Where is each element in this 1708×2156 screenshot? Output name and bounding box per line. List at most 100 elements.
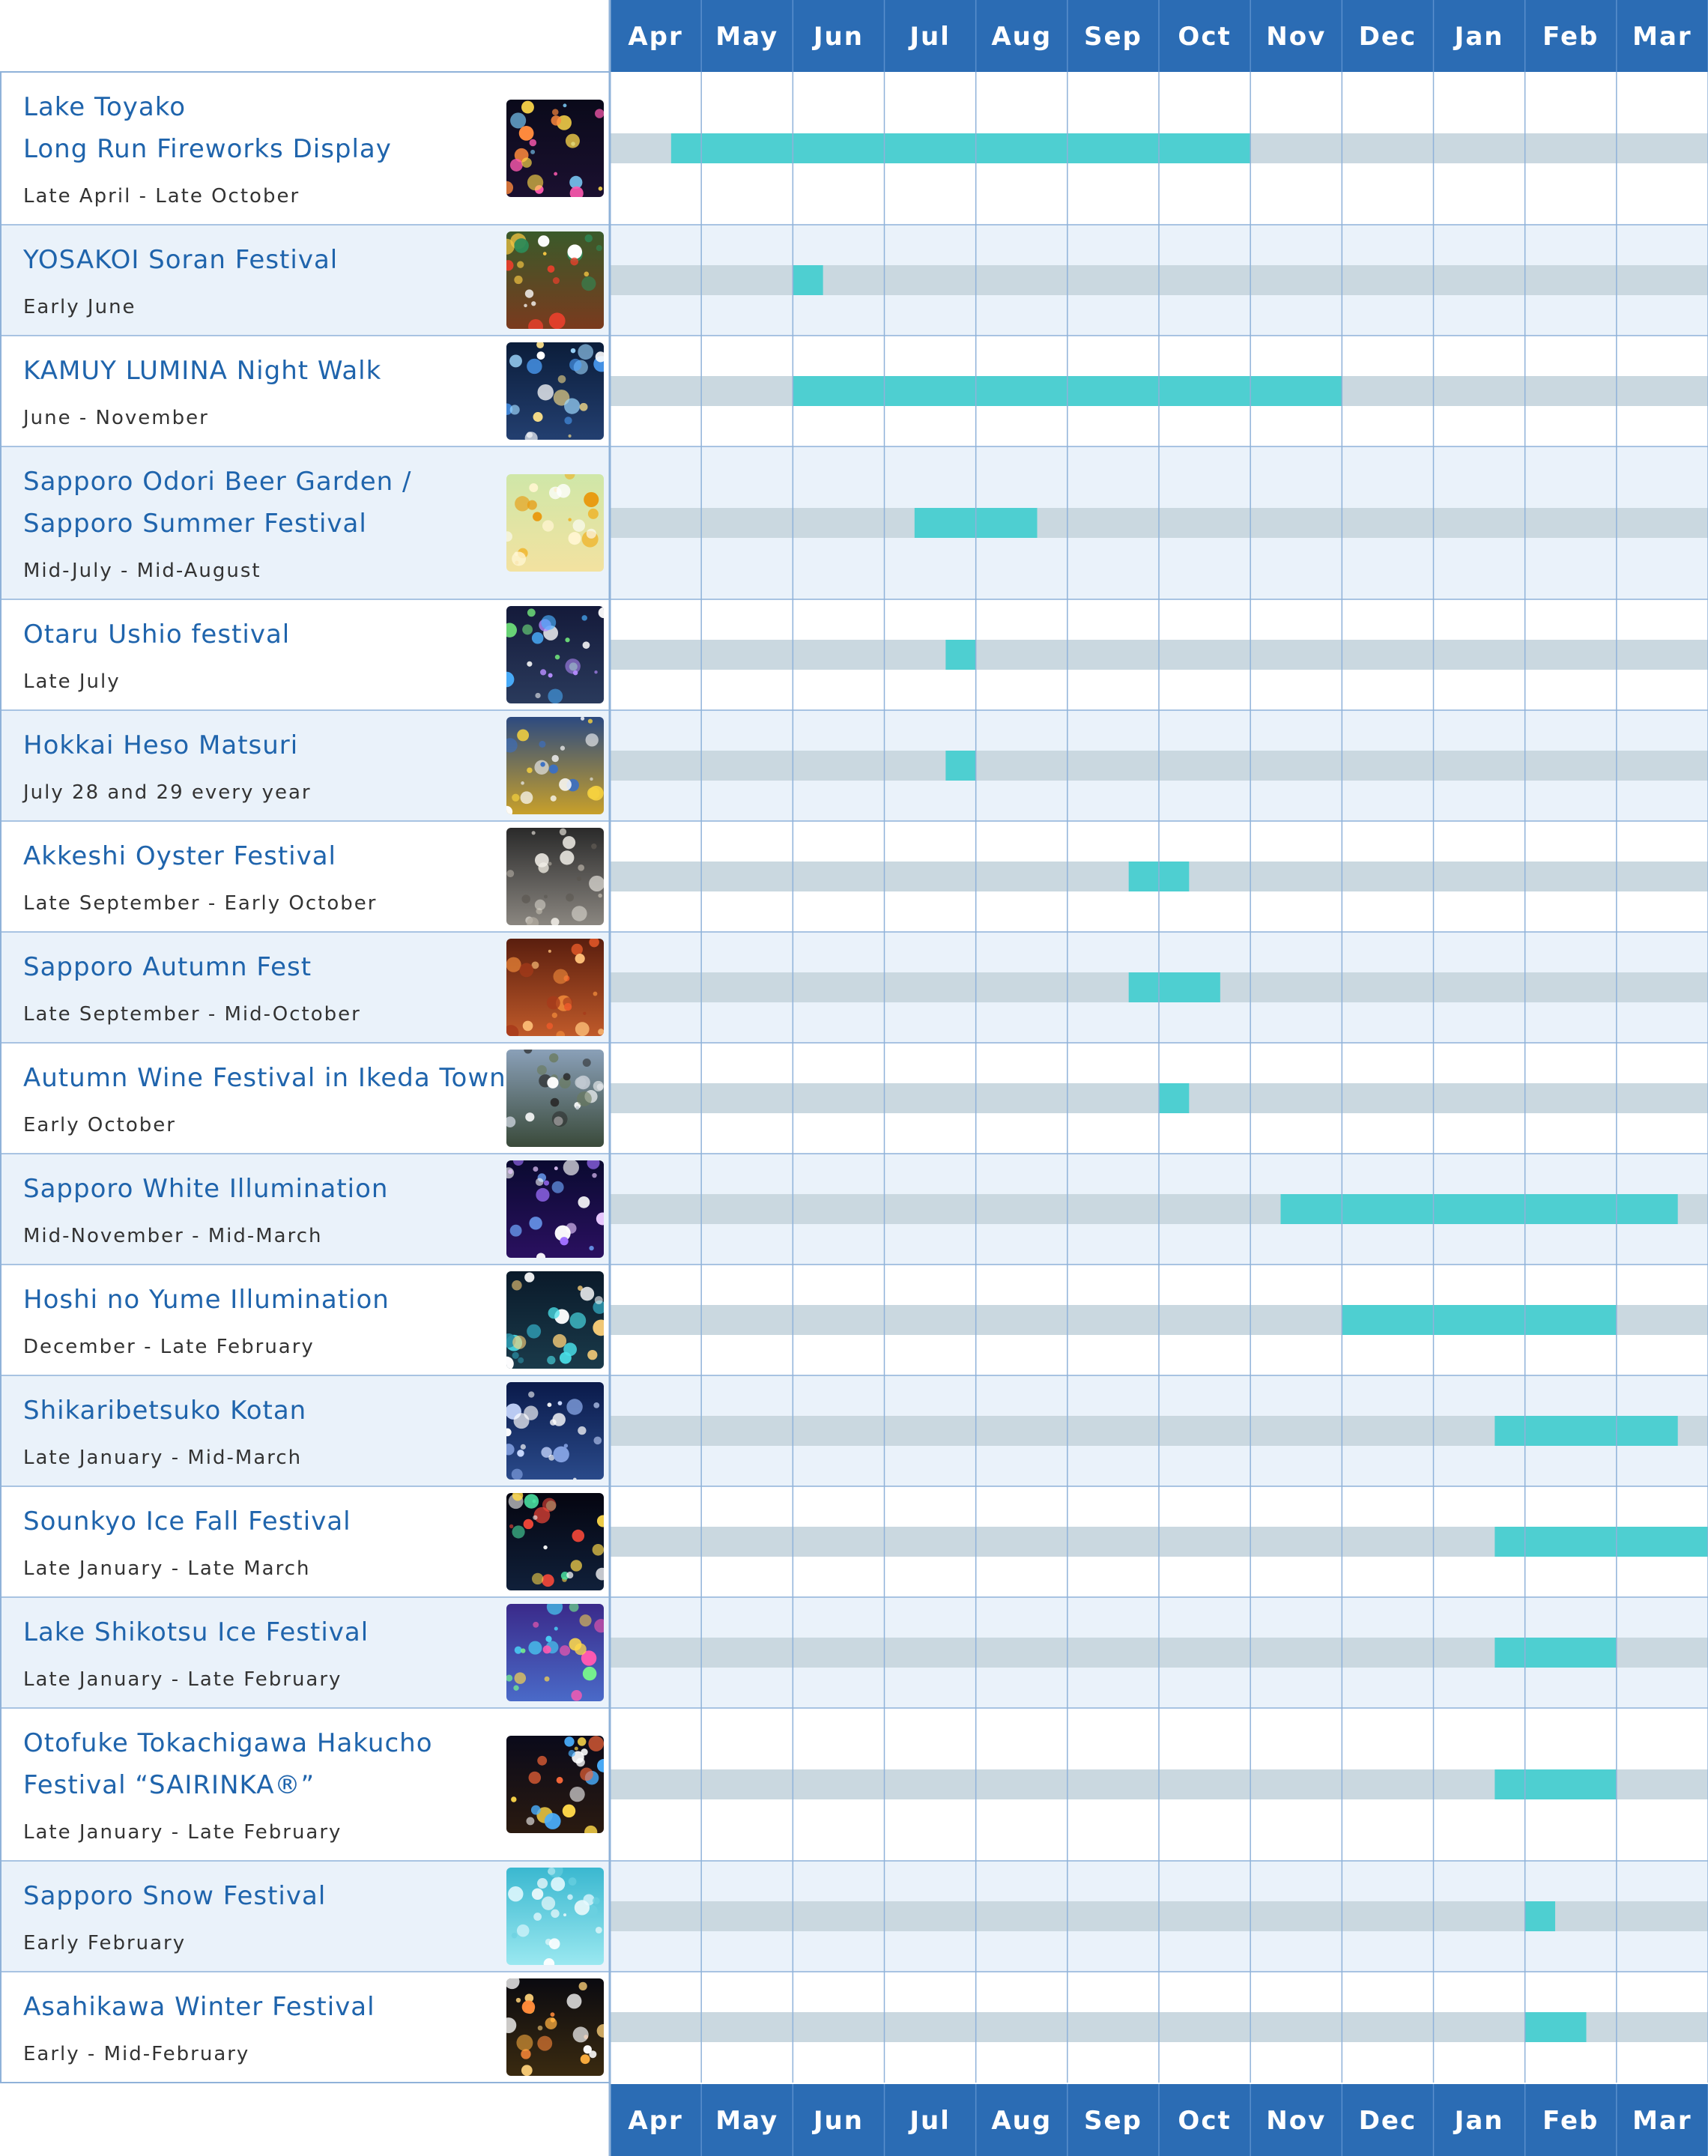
thumbnail-detail [521, 1648, 526, 1653]
thumbnail-detail [589, 939, 599, 948]
thumbnail-detail [568, 1749, 575, 1757]
thumbnail-detail [584, 271, 590, 277]
month-label-bottom: May [715, 2106, 778, 2136]
thumbnail-detail [591, 843, 597, 850]
month-label-top: Jun [812, 22, 864, 52]
thumbnail-detail [527, 917, 539, 925]
thumbnail-detail [598, 187, 603, 191]
thumbnail-detail [541, 1896, 556, 1910]
thumbnail-detail [595, 109, 604, 118]
thumbnail-detail [557, 375, 566, 384]
month-label-top: Jul [908, 22, 951, 52]
thumbnail-detail [506, 403, 513, 415]
thumbnail-detail [551, 1181, 564, 1193]
event-name: Sapporo Summer Festival [23, 509, 367, 539]
thumbnail-detail [527, 608, 536, 617]
thumbnail-detail [565, 658, 581, 674]
thumbnail-detail [563, 1002, 572, 1011]
thumbnail-detail [569, 186, 584, 197]
thumbnail-detail [530, 1805, 541, 1815]
thumbnail-detail [512, 1525, 525, 1539]
month-label-bottom: Apr [628, 2106, 682, 2136]
event-date-range: Late January - Late March [23, 1557, 310, 1580]
thumbnail-detail [570, 1560, 582, 1572]
thumbnail-detail [578, 344, 594, 360]
thumbnail-detail [553, 1446, 569, 1463]
event-thumbnail-image [506, 1868, 604, 1965]
thumbnail-detail [551, 1012, 557, 1018]
thumbnail-detail [580, 717, 585, 721]
month-label-bottom: Feb [1542, 2106, 1599, 2136]
thumbnail-detail [587, 1160, 600, 1169]
thumbnail-detail [551, 1111, 568, 1127]
thumbnail-detail [513, 1413, 530, 1429]
thumbnail-detail [528, 1391, 535, 1398]
thumbnail-detail [506, 1978, 520, 1990]
thumbnail-detail [506, 1674, 513, 1682]
thumbnail-detail [527, 767, 533, 774]
thumbnail-detail [547, 1077, 559, 1088]
thumbnail-detail [534, 853, 549, 867]
month-label-top: Apr [628, 22, 682, 52]
event-thumbnail-image [506, 100, 604, 197]
event-date-range: June - November [22, 407, 209, 429]
month-label-bottom: Nov [1266, 2106, 1326, 2136]
thumbnail-background [506, 1382, 604, 1480]
thumbnail-detail [570, 257, 579, 266]
event-date-range: Mid-July - Mid-August [23, 560, 261, 582]
thumbnail-detail [532, 1572, 544, 1585]
thumbnail-detail [548, 673, 553, 678]
thumbnail-detail [551, 918, 560, 925]
thumbnail-detail [574, 1746, 578, 1751]
thumbnail-detail [583, 2045, 592, 2054]
thumbnail-detail [533, 512, 542, 521]
thumbnail-detail [542, 252, 547, 256]
event-name: Otaru Ushio festival [23, 620, 290, 649]
thumbnail-detail [506, 738, 518, 753]
thumbnail-detail [514, 275, 523, 285]
thumbnail-detail [542, 520, 554, 532]
thumbnail-detail [538, 235, 550, 247]
event-thumbnail-image [506, 1978, 604, 2076]
thumbnail-detail [571, 943, 583, 956]
thumbnail-detail [521, 157, 532, 168]
thumbnail-detail [563, 103, 567, 108]
thumbnail-detail [552, 276, 560, 285]
thumbnail-detail [516, 1924, 530, 1937]
event-thumbnail-image [506, 1382, 604, 1480]
month-label-top: Dec [1359, 22, 1417, 52]
thumbnail-detail [595, 1926, 602, 1934]
event-thumbnail-image [506, 606, 604, 703]
month-label-bottom: Jan [1453, 2106, 1504, 2136]
thumbnail-detail [531, 961, 539, 969]
thumbnail-detail [566, 1993, 582, 2009]
thumbnail-detail [565, 638, 570, 643]
thumbnail-detail [521, 781, 524, 785]
thumbnail-background [506, 1160, 604, 1258]
thumbnail-detail [534, 760, 549, 775]
thumbnail-detail [548, 1938, 560, 1950]
thumbnail-detail [592, 1544, 604, 1556]
event-name: KAMUY LUMINA Night Walk [23, 356, 381, 386]
thumbnail-detail [587, 1349, 598, 1360]
thumbnail-detail [582, 641, 590, 649]
event-period-bar [1280, 1194, 1678, 1224]
thumbnail-detail [556, 1031, 566, 1036]
event-period-bar [1494, 1416, 1678, 1446]
thumbnail-detail [583, 1011, 587, 1015]
thumbnail-detail [575, 1077, 587, 1088]
thumbnail-detail [564, 398, 581, 414]
thumbnail-detail [563, 836, 576, 850]
thumbnail-detail [547, 1402, 552, 1408]
thumbnail-detail [546, 996, 560, 1010]
thumbnail-detail [533, 1507, 551, 1524]
thumbnail-detail [554, 1626, 558, 1631]
thumbnail-detail [569, 175, 583, 190]
thumbnail-detail [508, 1886, 524, 1902]
month-label-top: Jan [1453, 22, 1504, 52]
thumbnail-detail [515, 496, 530, 512]
month-label-top: Aug [991, 22, 1052, 52]
thumbnail-detail [506, 531, 512, 542]
thumbnail-detail [552, 1333, 567, 1348]
thumbnail-detail [566, 1572, 574, 1579]
